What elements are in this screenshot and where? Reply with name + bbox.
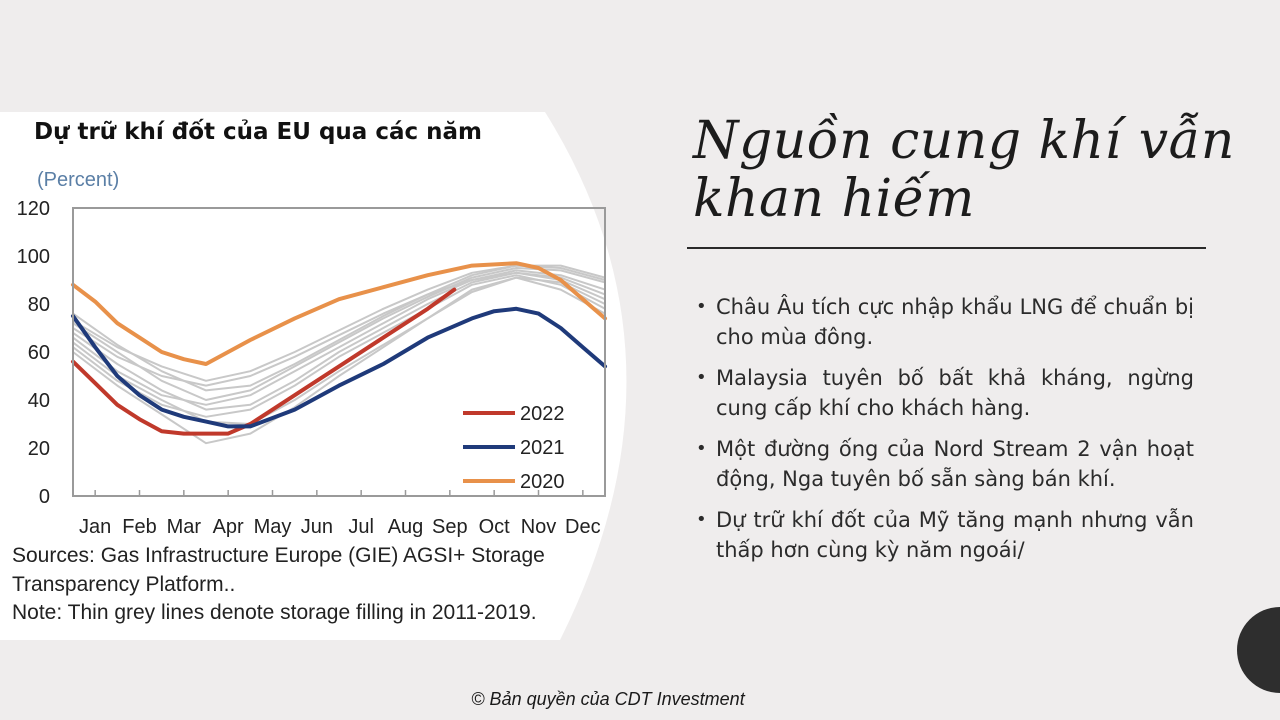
x-tick-label: Jan xyxy=(79,516,111,538)
y-tick-label: 0 xyxy=(39,486,50,508)
y-axis-unit-label: (Percent) xyxy=(37,169,119,191)
x-tick-label: Nov xyxy=(521,516,557,538)
y-tick-label: 80 xyxy=(28,294,50,316)
y-tick-label: 20 xyxy=(28,438,50,460)
series-line-2021 xyxy=(71,306,607,429)
x-tick-label: Apr xyxy=(213,516,244,538)
historical-series-line xyxy=(72,269,606,406)
bullet-list: Châu Âu tích cực nhập khẩu LNG để chuẩn … xyxy=(696,292,1194,576)
gas-storage-chart: (Percent) 0 20 40 60 80 100 120 Jan Feb Mar Apr May… xyxy=(17,169,607,538)
legend-label-2021: 2021 xyxy=(520,437,565,459)
bullet-item: Malaysia tuyên bố bất khả kháng, ngừng c… xyxy=(696,363,1194,423)
legend-label-2022: 2022 xyxy=(520,403,565,425)
y-tick-label: 40 xyxy=(28,390,50,412)
sources-line-1: Sources: Gas Infrastructure Europe (GIE)… xyxy=(12,544,545,567)
x-tick-label: Jul xyxy=(348,516,374,538)
x-tick-label: Feb xyxy=(122,516,156,538)
chart-title: Dự trữ khí đốt của EU qua các năm xyxy=(34,119,482,145)
slide-heading: Nguồn cung khí vẫn khan hiếm xyxy=(693,111,1235,229)
bullet-item: Dự trữ khí đốt của Mỹ tăng mạnh nhưng vẫ… xyxy=(696,505,1194,565)
historical-series-line xyxy=(72,271,606,411)
legend-label-2020: 2020 xyxy=(520,471,565,493)
historical-series-line xyxy=(72,274,606,418)
historical-series-line xyxy=(72,264,606,382)
plot-frame xyxy=(72,207,606,497)
x-tick-label: Mar xyxy=(167,516,202,538)
series-line-2020 xyxy=(71,261,607,366)
bullet-item: Châu Âu tích cực nhập khẩu LNG để chuẩn … xyxy=(696,292,1194,352)
note-line: Note: Thin grey lines denote storage fil… xyxy=(12,601,537,624)
historical-series-line xyxy=(72,276,606,445)
heading-divider xyxy=(687,247,1206,249)
historical-series-line xyxy=(72,267,606,401)
y-tick-label: 120 xyxy=(17,198,50,220)
y-tick-label: 100 xyxy=(17,246,50,268)
copyright-footer: © Bản quyền của CDT Investment xyxy=(471,689,745,709)
x-tick-label: Aug xyxy=(388,516,424,538)
x-tick-label: Dec xyxy=(565,516,601,538)
slide-heading-line-2: khan hiếm xyxy=(693,169,975,229)
x-tick-label: Jun xyxy=(301,516,333,538)
y-tick-label: 60 xyxy=(28,342,50,364)
x-tick-label: Sep xyxy=(432,516,468,538)
sources-line-2: Transparency Platform.. xyxy=(12,573,236,596)
series-line-2022 xyxy=(71,287,457,436)
x-tick-label: Oct xyxy=(479,516,511,538)
bullet-item: Một đường ống của Nord Stream 2 vận hoạt… xyxy=(696,434,1194,494)
x-tick-label: May xyxy=(254,516,292,538)
slide-heading-line-1: Nguồn cung khí vẫn xyxy=(693,111,1235,171)
